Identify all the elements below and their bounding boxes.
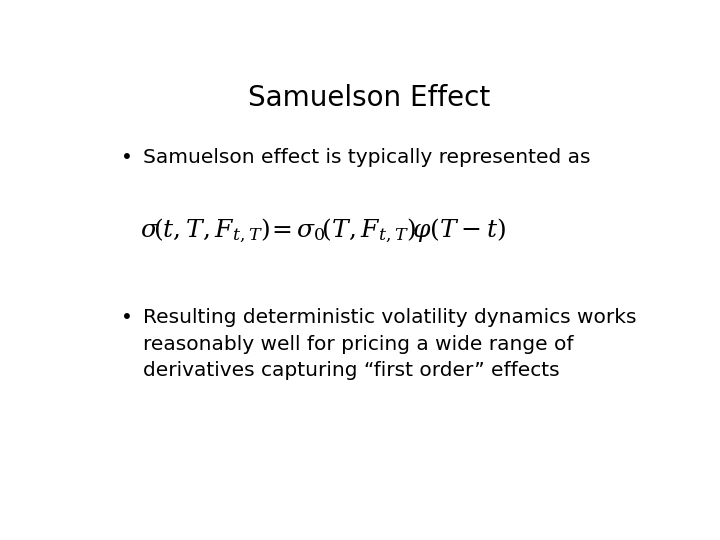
Text: $\sigma\!\left(t, T, F_{t,T}\right)\!=\sigma_0\!\left(T, F_{t,T}\right)\!\varphi: $\sigma\!\left(t, T, F_{t,T}\right)\!=\s… [140, 217, 507, 245]
Text: Resulting deterministic volatility dynamics works
reasonably well for pricing a : Resulting deterministic volatility dynam… [143, 308, 636, 380]
Text: •: • [121, 308, 132, 327]
Text: Samuelson Effect: Samuelson Effect [248, 84, 490, 112]
Text: •: • [121, 148, 132, 167]
Text: Samuelson effect is typically represented as: Samuelson effect is typically represente… [143, 148, 590, 167]
